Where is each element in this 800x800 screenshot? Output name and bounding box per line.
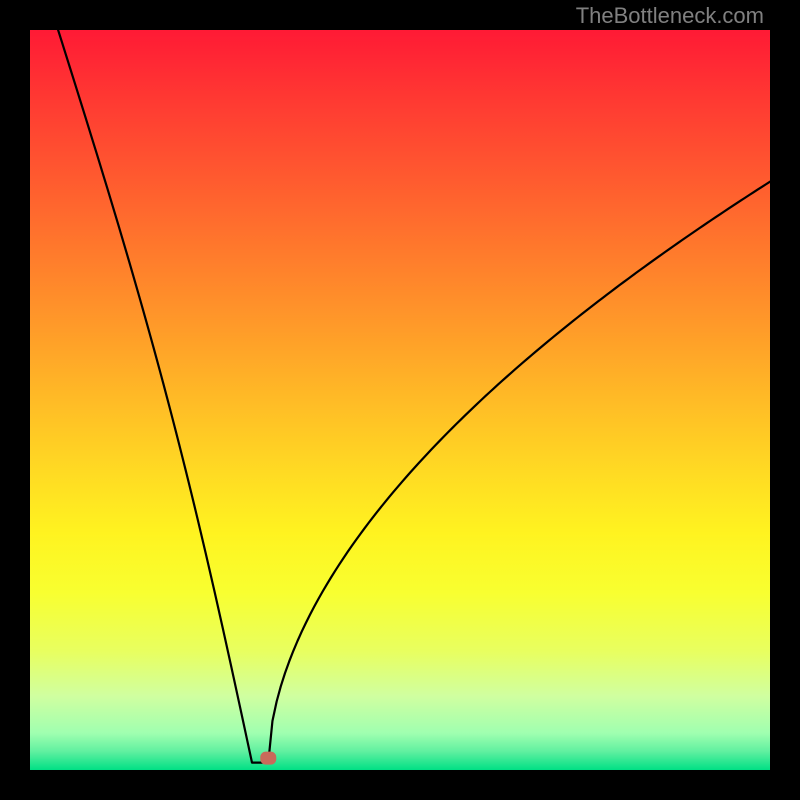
optimum-marker [261, 752, 276, 764]
optimum-marker-layer [30, 30, 770, 770]
chart-frame: TheBottleneck.com [0, 0, 800, 800]
watermark-text: TheBottleneck.com [576, 3, 764, 29]
frame-border-bottom [0, 770, 800, 800]
frame-border-right [770, 0, 800, 800]
frame-border-left [0, 0, 30, 800]
plot-area [30, 30, 770, 770]
